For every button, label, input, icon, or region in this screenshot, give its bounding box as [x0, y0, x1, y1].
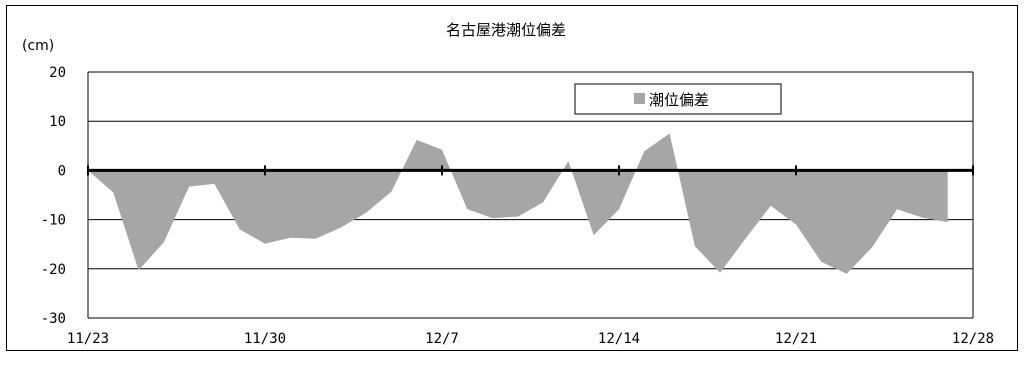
x-tick-label: 12/7 — [425, 331, 459, 347]
x-tick-label: 12/28 — [952, 331, 994, 347]
x-tick-label: 11/30 — [244, 331, 286, 347]
y-tick-label: 0 — [58, 163, 66, 179]
y-tick-label: -30 — [41, 311, 66, 327]
y-tick-label: 10 — [49, 114, 66, 130]
legend-box — [574, 83, 782, 115]
x-tick-label: 11/23 — [67, 331, 109, 347]
axes — [87, 165, 974, 176]
y-axis-unit-label: (cm) — [22, 38, 54, 54]
legend: 潮位偏差 — [574, 83, 782, 115]
legend-swatch — [634, 93, 645, 104]
legend-label: 潮位偏差 — [649, 91, 709, 109]
x-tick-label: 12/14 — [598, 331, 640, 347]
chart-title: 名古屋港潮位偏差 — [446, 21, 566, 39]
x-tick-label: 12/21 — [775, 331, 817, 347]
y-tick-label: -10 — [41, 213, 66, 229]
area-series — [88, 133, 948, 274]
area-fill — [88, 133, 948, 274]
y-tick-label: -20 — [41, 262, 66, 278]
y-tick-label: 20 — [49, 65, 66, 81]
